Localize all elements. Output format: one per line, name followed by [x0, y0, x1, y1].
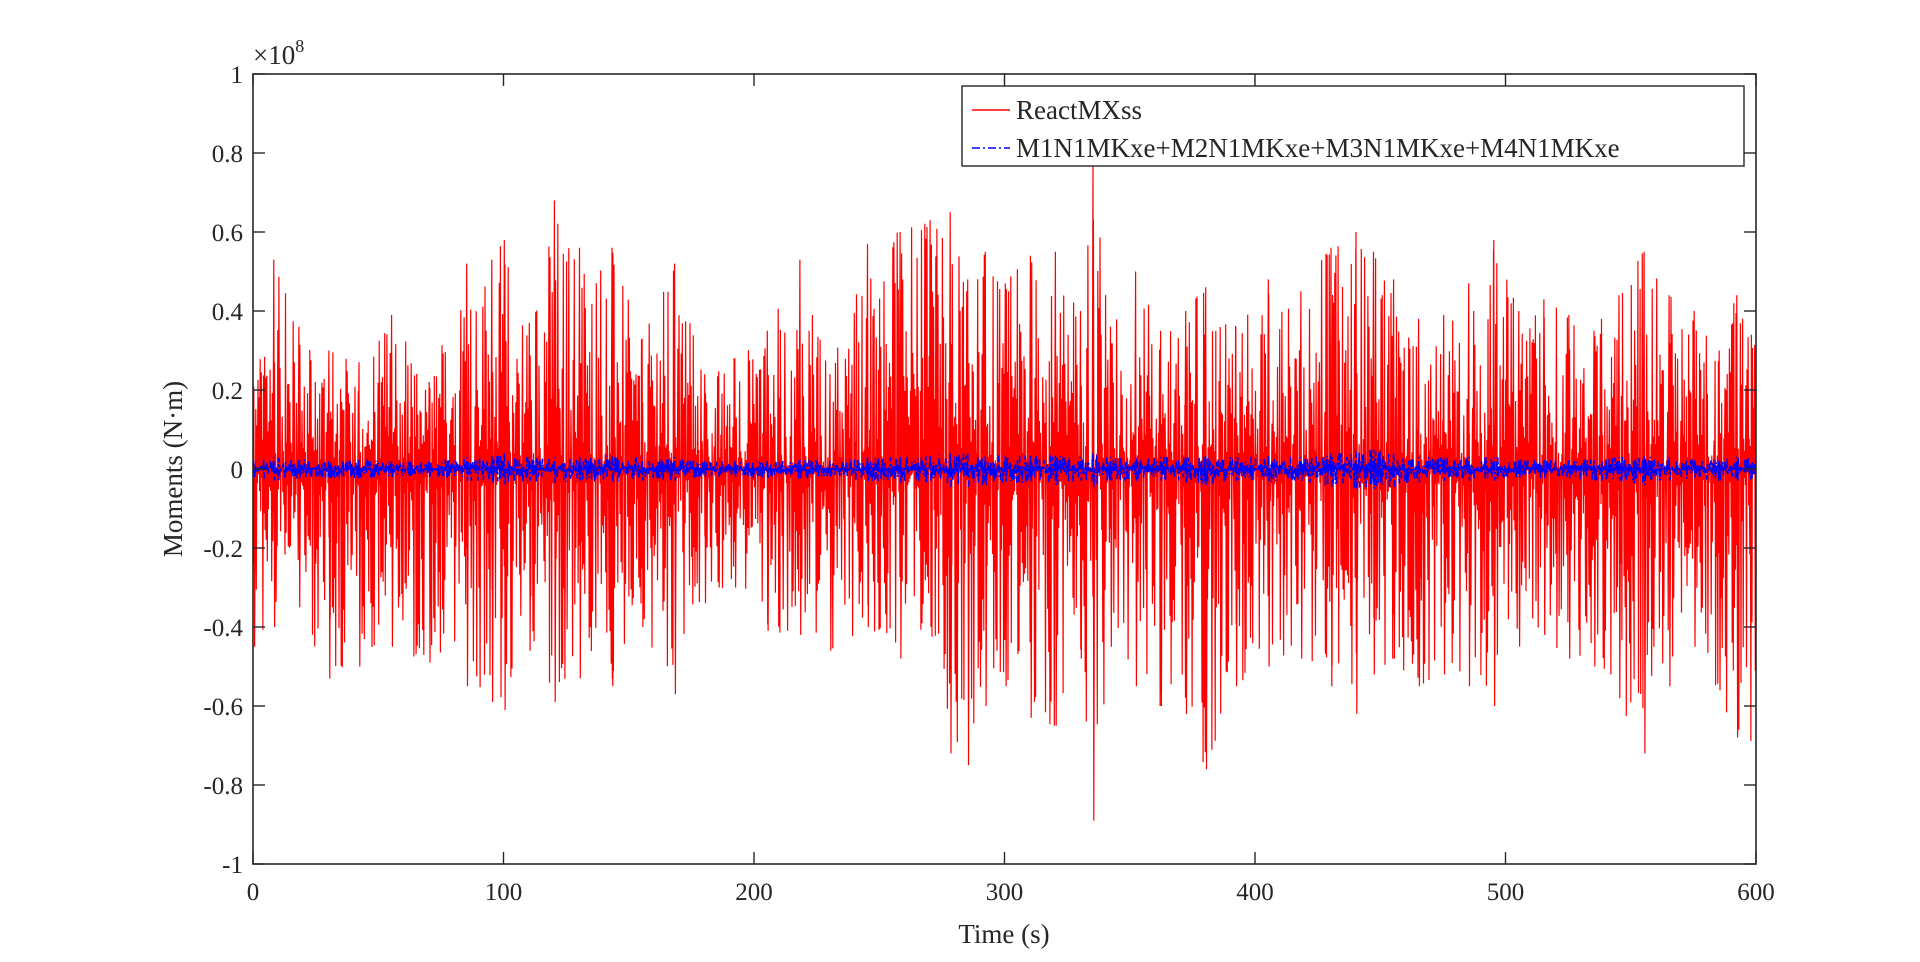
y-tick-label: 0: [231, 457, 244, 484]
legend-label-reactmxss: ReactMXss: [1016, 95, 1142, 125]
x-axis-label: Time (s): [958, 919, 1049, 949]
y-axis-ticks: -1 -0.8 -0.6 -0.4 -0.2 0 0.2 0.4 0.6 0.8 1: [203, 62, 1756, 879]
y-tick-label: 0.2: [212, 378, 243, 405]
x-tick-label: 0: [247, 879, 260, 906]
x-tick-label: 300: [986, 879, 1024, 906]
x-tick-label: 600: [1737, 879, 1775, 906]
y-tick-label: -0.2: [203, 536, 243, 563]
y-tick-label: 0.4: [212, 299, 244, 326]
y-multiplier-exponent: 8: [295, 36, 304, 56]
y-axis-label: Moments (N·m): [158, 381, 188, 557]
y-tick-label: -0.8: [203, 773, 243, 800]
y-tick-label: 0.6: [212, 220, 243, 247]
y-tick-label: -0.4: [203, 615, 243, 642]
x-tick-label: 100: [485, 879, 523, 906]
plot-area-series: [253, 164, 1756, 821]
y-tick-label: 1: [231, 62, 244, 89]
x-tick-label: 500: [1487, 879, 1525, 906]
x-axis-ticks: 0 100 200 300 400 500 600: [247, 74, 1775, 906]
legend-label-m1n1mkxe-sum: M1N1MKxe+M2N1MKxe+M3N1MKxe+M4N1MKxe: [1016, 133, 1620, 163]
legend-box: [961, 85, 1745, 167]
y-tick-label: -0.6: [203, 694, 243, 721]
y-axis-multiplier: ×108: [253, 36, 304, 70]
x-tick-label: 400: [1236, 879, 1274, 906]
x-tick-label: 200: [735, 879, 773, 906]
legend: ReactMXss M1N1MKxe+M2N1MKxe+M3N1MKxe+M4N…: [961, 85, 1745, 167]
y-tick-label: 0.8: [212, 141, 243, 168]
series-line-m1n1mkxe-sum: [253, 449, 1756, 489]
y-multiplier-base: ×10: [253, 40, 295, 70]
y-tick-label: -1: [222, 852, 243, 879]
